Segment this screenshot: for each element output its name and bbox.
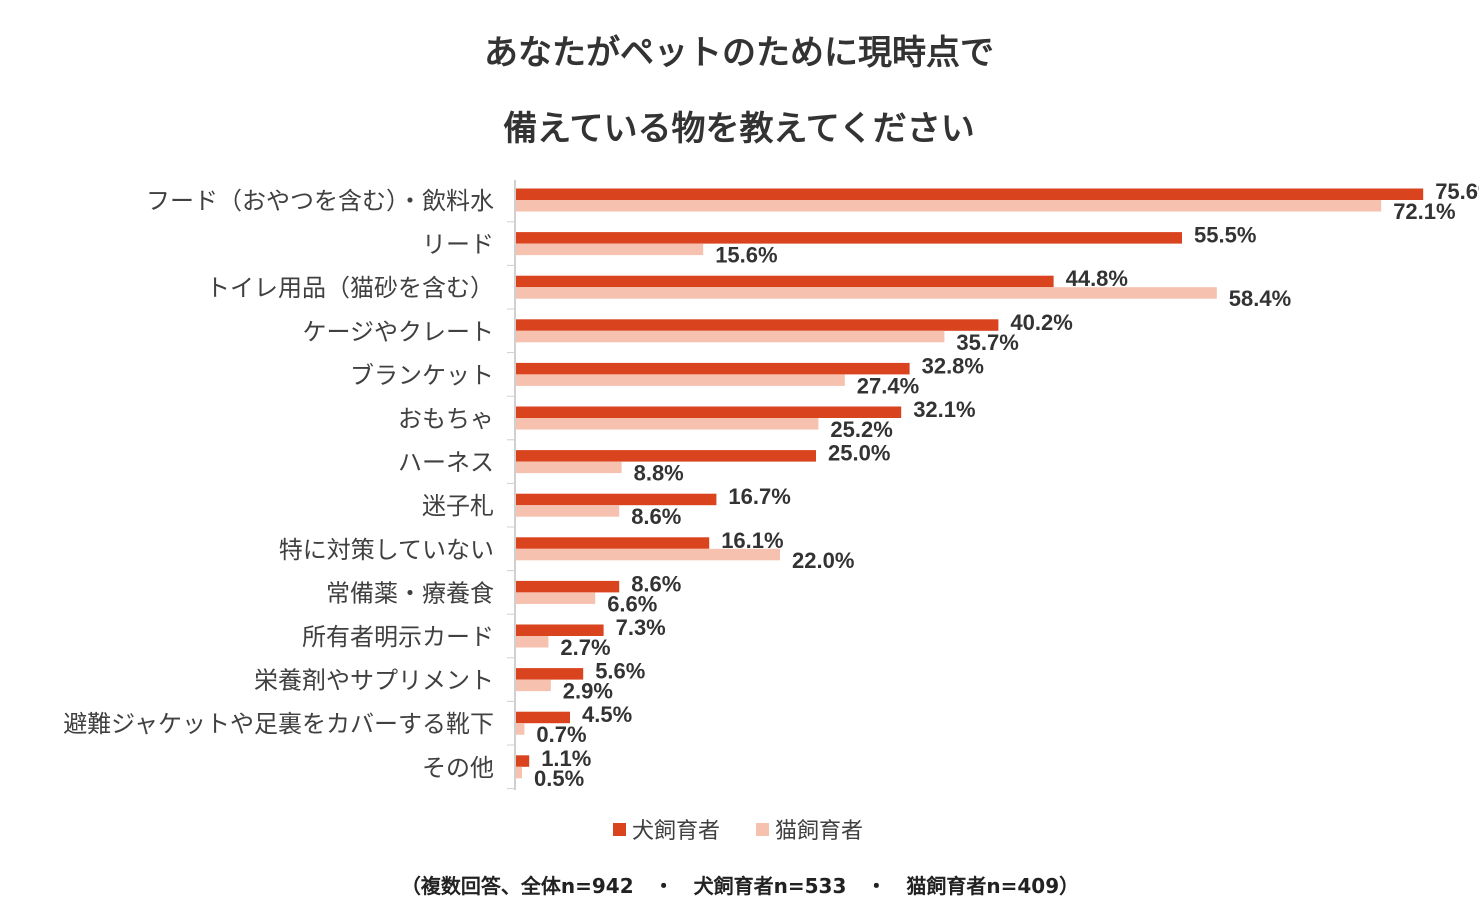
value-label-cat-owner: 58.4% — [1229, 286, 1291, 311]
value-label-cat-owner: 6.6% — [607, 591, 657, 616]
category-label: フード（おやつを含む）・飲料水 — [146, 187, 494, 215]
category-label: ケージやクレート — [302, 318, 494, 346]
legend-swatch-dog — [613, 823, 626, 836]
bar-dog-owner — [516, 624, 604, 636]
legend-label-cat: 猫飼育者 — [775, 819, 863, 844]
bar-cat-owner — [516, 287, 1217, 299]
bar-cat-owner — [516, 505, 620, 517]
category-label: 迷子札 — [422, 492, 494, 520]
bar-cat-owner — [516, 636, 549, 648]
legend-label-dog: 犬飼育者 — [632, 819, 720, 844]
bar-cat-owner — [516, 200, 1382, 212]
sample-size-note: （複数回答、全体n=942 ・ 犬飼育者n=533 ・ 猫飼育者n=409） — [401, 874, 1079, 898]
value-label-dog-owner: 40.2% — [1010, 310, 1072, 335]
value-label-cat-owner: 0.7% — [536, 722, 586, 747]
bar-dog-owner — [516, 493, 717, 506]
plot-area: フード（おやつを含む）・飲料水 75.6%72.1% リード 55.5% 15.6% トイ… — [63, 179, 1479, 791]
bar-dog-owner — [516, 580, 620, 593]
value-label-cat-owner: 35.7% — [956, 330, 1018, 355]
bar-dog-owner — [516, 450, 816, 462]
bar-dog-owner — [516, 755, 530, 767]
category-label: 避難ジャケットや足裏をカバーする靴下 — [63, 710, 494, 738]
value-label-cat-owner: 2.9% — [563, 679, 613, 704]
bar-cat-owner — [516, 330, 945, 343]
value-label-cat-owner: 22.0% — [792, 548, 854, 573]
category-label: 常備薬・療養食 — [326, 579, 494, 607]
bar-cat-owner — [516, 461, 622, 474]
bar-cat-owner — [516, 592, 596, 604]
category-label: 栄養剤やサプリメント — [254, 667, 494, 695]
category-label: 特に対策していない — [279, 536, 494, 564]
value-label-dog-owner: 16.7% — [728, 484, 790, 509]
bar-cat-owner — [516, 374, 845, 386]
bar-dog-owner — [516, 362, 910, 375]
bar-cat-owner — [516, 766, 522, 779]
value-label-dog-owner: 32.1% — [913, 397, 975, 422]
value-label-cat-owner: 2.7% — [560, 635, 610, 660]
bar-dog-owner — [516, 406, 902, 418]
value-label-dog-owner: 4.5% — [582, 702, 632, 727]
category-label: リード — [422, 231, 494, 259]
bar-cat-owner — [516, 548, 780, 561]
value-label-cat-owner: 8.8% — [634, 461, 684, 486]
legend: 犬飼育者 猫飼育者 — [613, 819, 863, 844]
legend-swatch-cat — [756, 823, 769, 836]
chart-title-line-2: 備えている物を教えてください — [503, 109, 975, 149]
bar-dog-owner — [516, 188, 1424, 200]
value-label-cat-owner: 72.1% — [1393, 199, 1455, 224]
bar-cat-owner — [516, 418, 819, 430]
value-label-cat-owner: 25.2% — [830, 417, 892, 442]
bar-dog-owner — [516, 668, 584, 680]
bar-cat-owner — [516, 243, 704, 256]
bar-dog-owner — [516, 232, 1182, 244]
category-label: トイレ用品（猫砂を含む） — [206, 274, 494, 302]
chart-title-line-1: あなたがペットのために現時点で — [484, 33, 994, 73]
bar-dog-owner — [516, 711, 570, 724]
bar-cat-owner — [516, 723, 525, 735]
value-label-dog-owner: 55.5% — [1194, 223, 1256, 248]
value-label-dog-owner: 5.6% — [595, 659, 645, 684]
value-label-dog-owner: 32.8% — [922, 353, 984, 378]
category-label: ハーネス — [398, 449, 494, 477]
value-label-cat-owner: 27.4% — [857, 373, 919, 398]
category-label: ブランケット — [350, 361, 494, 389]
value-label-cat-owner: 8.6% — [631, 504, 681, 529]
bar-dog-owner — [516, 275, 1054, 288]
value-label-cat-owner: 15.6% — [715, 243, 777, 268]
value-label-dog-owner: 1.1% — [541, 746, 591, 771]
value-label-dog-owner: 75.6% — [1435, 179, 1479, 204]
value-label-cat-owner: 0.5% — [534, 766, 584, 791]
category-label: 所有者明示カード — [302, 623, 494, 651]
bar-dog-owner — [516, 319, 999, 331]
value-label-dog-owner: 8.6% — [631, 571, 681, 596]
value-label-dog-owner: 25.0% — [828, 441, 890, 466]
value-label-dog-owner: 16.1% — [721, 528, 783, 553]
bar-dog-owner — [516, 537, 710, 549]
category-label: おもちゃ — [398, 405, 494, 433]
category-label: その他 — [422, 754, 494, 782]
value-label-dog-owner: 7.3% — [616, 615, 666, 640]
bar-cat-owner — [516, 679, 551, 692]
value-label-dog-owner: 44.8% — [1066, 266, 1128, 291]
